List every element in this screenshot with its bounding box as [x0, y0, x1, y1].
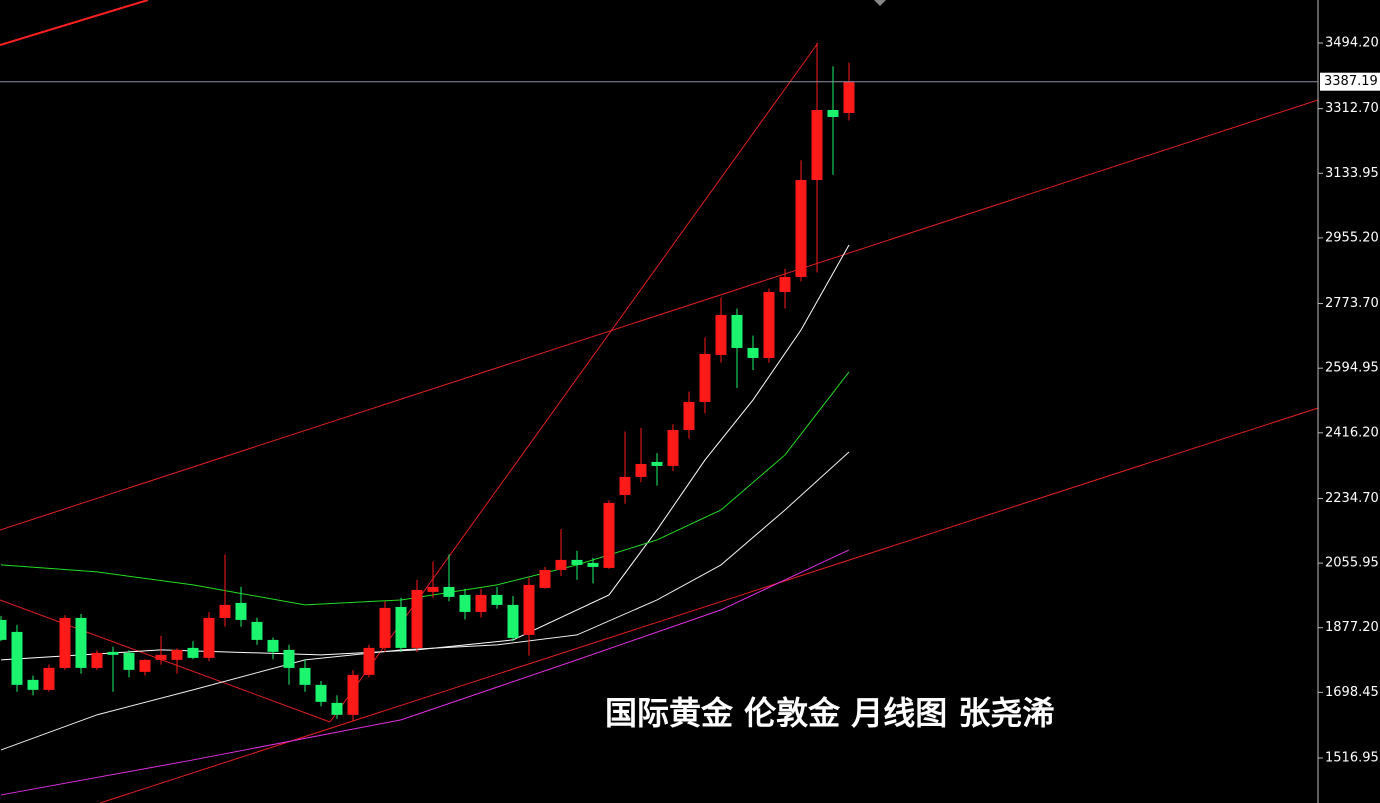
candle-body	[11, 631, 23, 685]
candle-body	[299, 667, 311, 685]
y-tick-label: 1698.45	[1325, 685, 1379, 700]
candle-body	[763, 291, 775, 358]
candle-body	[555, 559, 567, 570]
y-tick-label: 3494.20	[1325, 35, 1379, 50]
candle-body	[779, 276, 791, 292]
candle-body	[363, 647, 375, 675]
candle-body	[91, 652, 103, 668]
candle-body	[475, 594, 487, 612]
indicator-line	[0, 451, 850, 751]
indicator-line	[0, 244, 850, 661]
candle-body	[139, 659, 151, 672]
candle-body	[315, 684, 327, 702]
candle-body	[731, 314, 743, 348]
y-tick-label: 1516.95	[1325, 750, 1379, 765]
candle-body	[411, 589, 423, 648]
candle-body	[171, 649, 183, 660]
candle-body	[651, 461, 663, 466]
y-tick-label: 2234.70	[1325, 491, 1379, 506]
candle-body	[59, 617, 71, 668]
candle-body	[523, 584, 535, 635]
candle-body	[571, 559, 583, 565]
candle-body	[491, 594, 503, 605]
trend-line	[0, 599, 331, 723]
candle-body	[107, 651, 119, 655]
annotation: 国际黄金 伦敦金 月线图 张尧浠	[605, 694, 1054, 732]
candle-body	[683, 401, 695, 430]
candle-body	[251, 621, 263, 640]
candle-body	[0, 619, 7, 640]
candle-body	[715, 314, 727, 355]
marker	[874, 0, 886, 6]
indicator-line	[0, 549, 850, 796]
last-price-box	[1320, 72, 1380, 91]
candle-body	[619, 476, 631, 495]
candle-body	[699, 353, 711, 402]
candle-body	[459, 594, 471, 612]
candle-body	[587, 562, 599, 567]
y-tick-label: 1877.20	[1325, 620, 1379, 635]
candle-body	[283, 649, 295, 668]
trend-lines	[0, 0, 1319, 803]
candle-body	[811, 110, 823, 180]
candle-body	[395, 606, 407, 648]
y-tick-label: 2055.95	[1325, 556, 1379, 571]
y-tick-label: 3312.70	[1325, 101, 1379, 116]
candle-body	[427, 586, 439, 592]
candle-body	[635, 463, 647, 477]
y-tick-label: 2955.20	[1325, 230, 1379, 245]
candle-body	[843, 81, 855, 114]
y-tick-label: 2773.70	[1325, 296, 1379, 311]
y-tick-label: 3133.95	[1325, 166, 1379, 181]
y-tick-label: 2594.95	[1325, 361, 1379, 376]
candle-body	[795, 179, 807, 277]
candle-body	[827, 110, 839, 117]
trend-line	[0, 0, 149, 46]
candle-body	[219, 604, 231, 618]
candle-body	[747, 347, 759, 358]
candle-body	[347, 674, 359, 715]
trend-line	[0, 99, 1319, 531]
trend-line	[329, 42, 819, 723]
candle-body	[43, 667, 55, 690]
candle-body	[155, 654, 167, 660]
indicator-line	[0, 371, 850, 606]
candle-body	[75, 617, 87, 668]
y-tick-label: 2416.20	[1325, 425, 1379, 440]
candle-body	[187, 647, 199, 658]
candle-body	[667, 429, 679, 466]
trend-line	[99, 407, 1319, 803]
candle-body	[123, 652, 135, 670]
candle-body	[267, 639, 279, 652]
candle-body	[539, 569, 551, 588]
candle-body	[443, 586, 455, 597]
candle-body	[507, 604, 519, 638]
candle-body	[603, 502, 615, 568]
candle-body	[331, 702, 343, 715]
candle-body	[27, 679, 39, 690]
candle-body	[379, 607, 391, 648]
candle-body	[203, 617, 215, 658]
candle-body	[235, 602, 247, 620]
last-price-label: 3387.19	[1324, 74, 1378, 89]
